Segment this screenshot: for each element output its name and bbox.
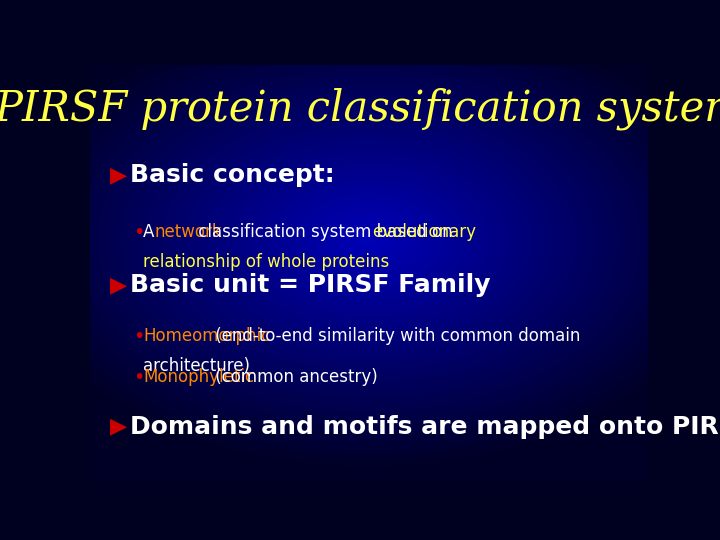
Text: Basic unit = PIRSF Family: Basic unit = PIRSF Family (130, 273, 490, 297)
Text: PIRSF protein classification system: PIRSF protein classification system (0, 87, 720, 130)
Text: network: network (154, 223, 222, 241)
Text: classification system based on: classification system based on (193, 223, 458, 241)
Text: •: • (133, 223, 144, 242)
Text: •: • (133, 368, 144, 387)
Text: Homeomorphic: Homeomorphic (143, 327, 270, 345)
Text: Basic concept:: Basic concept: (130, 163, 335, 187)
Text: evolutionary: evolutionary (372, 223, 476, 241)
Text: •: • (133, 327, 144, 346)
Text: ▶: ▶ (109, 275, 127, 295)
Text: A: A (143, 223, 160, 241)
Text: ▶: ▶ (109, 416, 127, 436)
Text: ▶: ▶ (109, 165, 127, 185)
Text: (common ancestry): (common ancestry) (210, 368, 378, 386)
Text: architecture): architecture) (143, 357, 250, 375)
Text: (end-to-end similarity with common domain: (end-to-end similarity with common domai… (210, 327, 580, 345)
Text: relationship of whole proteins: relationship of whole proteins (143, 253, 390, 271)
Text: Domains and motifs are mapped onto PIRSF: Domains and motifs are mapped onto PIRSF (130, 415, 720, 438)
Text: Monophyletic: Monophyletic (143, 368, 254, 386)
